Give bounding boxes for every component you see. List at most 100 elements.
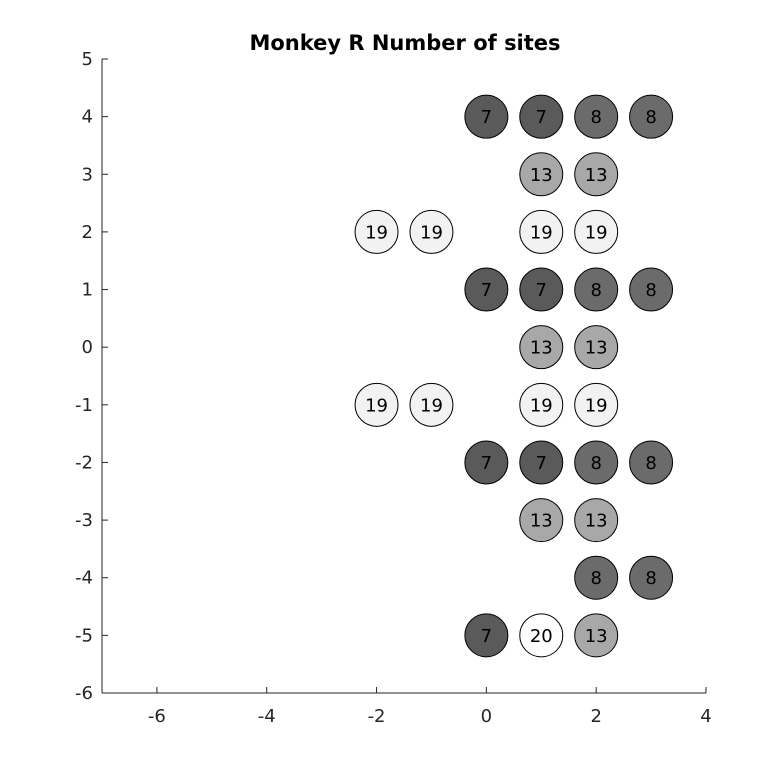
data-point: 8: [629, 267, 674, 312]
point-marker: [574, 209, 619, 254]
point-value-label: 8: [645, 453, 656, 474]
point-marker: [519, 267, 564, 312]
point-marker: [519, 152, 564, 197]
y-tick-label: 3: [82, 164, 93, 185]
data-point: 19: [409, 382, 454, 427]
y-tick-label: -3: [75, 510, 93, 531]
point-marker: [519, 613, 564, 658]
point-value-label: 8: [590, 568, 601, 589]
y-tick-label: 1: [82, 280, 93, 301]
point-value-label: 8: [645, 280, 656, 301]
data-points: 7 7 8 8 13 13 19 19 19 19 7 7 8 8 13 13 19 19 19 19 7 7 8 8 13 13…: [354, 94, 674, 658]
data-point: 13: [574, 613, 619, 658]
point-value-label: 8: [645, 568, 656, 589]
point-value-label: 13: [530, 511, 553, 532]
point-marker: [464, 613, 509, 658]
point-marker: [629, 94, 674, 139]
point-value-label: 19: [420, 395, 443, 416]
point-marker: [574, 440, 619, 485]
x-tick-label: -4: [258, 706, 276, 727]
data-point: 13: [574, 498, 619, 543]
y-tick-label: -4: [75, 568, 93, 589]
x-tick-label: 4: [700, 706, 711, 727]
point-value-label: 13: [530, 338, 553, 359]
x-tick-label: 0: [481, 706, 492, 727]
y-tick-label: 0: [82, 337, 93, 358]
point-marker: [519, 498, 564, 543]
point-value-label: 7: [481, 107, 492, 128]
y-tick-label: 4: [82, 107, 93, 128]
point-marker: [629, 267, 674, 312]
point-marker: [574, 94, 619, 139]
point-marker: [574, 555, 619, 600]
point-marker: [519, 94, 564, 139]
point-marker: [354, 382, 399, 427]
y-tick-label: -6: [75, 683, 93, 704]
point-value-label: 13: [585, 511, 608, 532]
point-marker: [409, 382, 454, 427]
point-value-label: 7: [481, 453, 492, 474]
x-tick-label: 2: [590, 706, 601, 727]
data-point: 7: [464, 613, 509, 658]
data-point: 8: [629, 94, 674, 139]
point-value-label: 7: [536, 107, 547, 128]
point-marker: [519, 382, 564, 427]
data-point: 13: [519, 498, 564, 543]
point-value-label: 7: [536, 453, 547, 474]
point-marker: [574, 382, 619, 427]
point-value-label: 13: [585, 165, 608, 186]
axes: -6 -4 -2 0 2 4 5 4 3 2 1 0 -1 -2 -3 -4 -5 -6: [75, 49, 712, 727]
data-point: 8: [629, 440, 674, 485]
point-value-label: 19: [530, 395, 553, 416]
chart-title: Monkey R Number of sites: [249, 31, 560, 55]
data-point: 19: [354, 209, 399, 254]
point-value-label: 19: [365, 395, 388, 416]
data-point: 13: [519, 152, 564, 197]
point-value-label: 7: [481, 280, 492, 301]
point-value-label: 20: [530, 626, 553, 647]
point-value-label: 8: [590, 453, 601, 474]
data-point: 8: [574, 555, 619, 600]
data-point: 7: [519, 267, 564, 312]
point-marker: [629, 555, 674, 600]
data-point: 8: [574, 94, 619, 139]
point-value-label: 7: [536, 280, 547, 301]
point-marker: [464, 267, 509, 312]
point-value-label: 19: [530, 222, 553, 243]
point-value-label: 19: [585, 222, 608, 243]
x-tick-label: -2: [368, 706, 386, 727]
point-marker: [354, 209, 399, 254]
y-tick-label: -1: [75, 395, 93, 416]
data-point: 7: [464, 267, 509, 312]
x-tick-label: -6: [148, 706, 166, 727]
data-point: 7: [464, 94, 509, 139]
point-marker: [574, 498, 619, 543]
point-marker: [574, 152, 619, 197]
data-point: 19: [574, 382, 619, 427]
point-marker: [519, 325, 564, 370]
point-value-label: 8: [590, 280, 601, 301]
data-point: 13: [574, 152, 619, 197]
point-marker: [574, 613, 619, 658]
y-tick-label: -2: [75, 452, 93, 473]
data-point: 7: [464, 440, 509, 485]
point-marker: [464, 440, 509, 485]
data-point: 13: [519, 325, 564, 370]
data-point: 19: [574, 209, 619, 254]
data-point: 8: [629, 555, 674, 600]
data-point: 19: [409, 209, 454, 254]
point-value-label: 13: [585, 338, 608, 359]
point-marker: [519, 440, 564, 485]
data-point: 7: [519, 440, 564, 485]
point-value-label: 13: [585, 626, 608, 647]
data-point: 19: [519, 209, 564, 254]
data-point: 20: [519, 613, 564, 658]
point-value-label: 19: [365, 222, 388, 243]
point-value-label: 19: [420, 222, 443, 243]
data-point: 19: [354, 382, 399, 427]
point-marker: [574, 267, 619, 312]
point-value-label: 8: [645, 107, 656, 128]
data-point: 7: [519, 94, 564, 139]
point-marker: [519, 209, 564, 254]
